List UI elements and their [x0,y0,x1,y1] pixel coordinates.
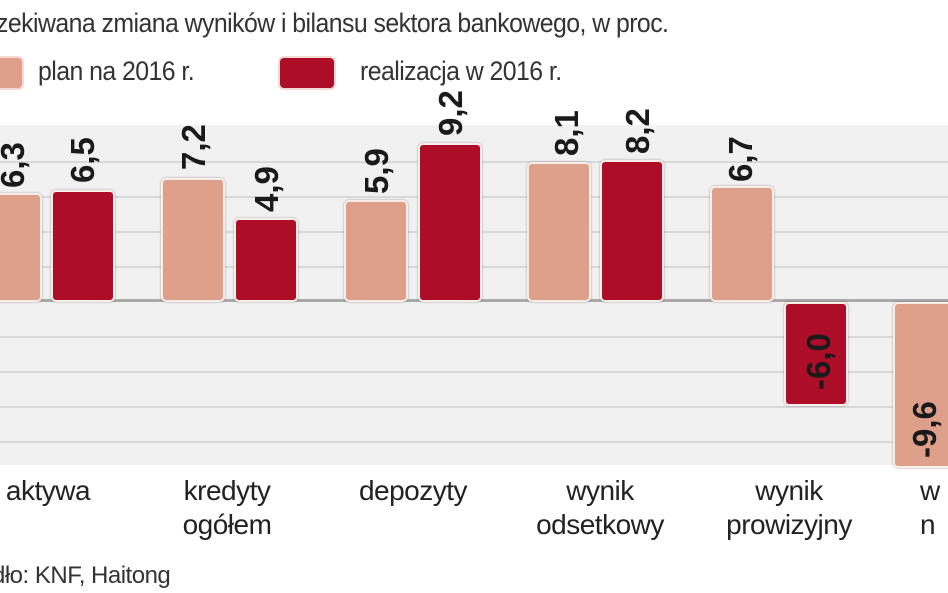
legend-swatch-realizacja [278,56,336,90]
legend-label-realizacja: realizacja w 2016 r. [360,56,562,86]
bar-aktywa-plan [0,193,42,302]
chart-title: zekiwana zmiana wyników i bilansu sektor… [0,8,669,38]
value-label: -6,0 [800,333,837,390]
bar-depozyty-realizacja [418,143,482,302]
gridline [0,406,948,408]
value-label: 7,2 [175,124,212,170]
value-label: 6,5 [64,137,101,183]
legend-label-plan: plan na 2016 r. [38,56,195,86]
bar-kredyty-realizacja [234,218,298,302]
bar-kredyty-plan [161,178,225,302]
legend-swatch-plan [0,56,24,90]
bar-aktywa-realizacja [51,190,115,302]
bar-depozyty-plan [344,200,408,302]
gridline [0,336,948,338]
category-label-kredyty: kredyty ogółem [182,475,272,540]
bar-last-plan [893,302,948,468]
value-label: -9,6 [906,401,943,458]
value-label: 9,2 [432,90,469,136]
bar-prowizyjny-realizacja [784,302,848,406]
value-label: 6,3 [0,142,31,188]
category-label-prowizyjny: wynik prowizyjny [726,475,852,540]
category-label-depozyty: depozyty [358,475,468,506]
gridline [0,441,948,443]
value-label: 4,9 [248,166,285,212]
value-label: 8,2 [619,108,656,154]
bar-prowizyjny-plan [710,186,774,302]
source-note: dło: KNF, Haitong [0,562,171,589]
bar-odsetkowy-plan [527,162,591,302]
category-label-aktywa: aktywa [5,475,91,506]
value-label: 6,7 [722,136,759,182]
value-label: 8,1 [548,110,585,156]
bar-odsetkowy-realizacja [600,160,664,302]
gridline [0,371,948,373]
value-label: 5,9 [358,148,395,194]
category-label-odsetkowy: wynik odsetkowy [536,475,664,540]
